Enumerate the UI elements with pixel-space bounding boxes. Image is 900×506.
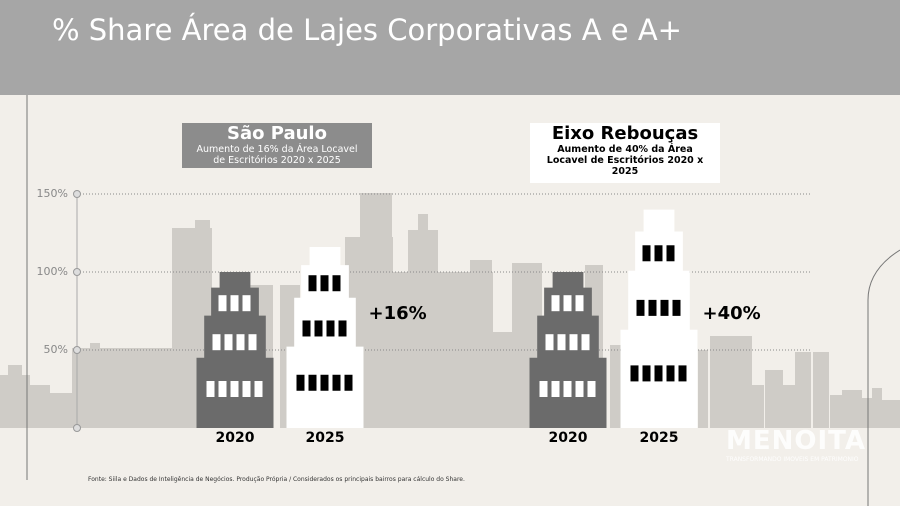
title: % Share Área de Lajes Corporativas A e A… <box>52 13 682 47</box>
window <box>545 334 554 351</box>
x-tick-label: 2025 <box>306 430 345 446</box>
group-title: São Paulo <box>227 123 327 144</box>
window <box>575 381 584 397</box>
window <box>230 381 239 397</box>
window <box>296 374 305 391</box>
window <box>212 334 221 351</box>
window <box>551 381 560 397</box>
tick-dot <box>73 190 81 198</box>
x-tick-label: 2020 <box>549 430 588 446</box>
window <box>320 374 329 391</box>
window <box>218 381 227 397</box>
window <box>557 334 566 351</box>
window <box>666 245 675 262</box>
window <box>224 334 233 351</box>
window <box>587 381 596 397</box>
bar <box>286 247 364 428</box>
source: Fonte: Siila e Dados de Inteligência de … <box>88 476 465 483</box>
window <box>218 295 227 312</box>
window <box>236 334 245 351</box>
window <box>642 365 651 382</box>
window <box>636 299 645 316</box>
window <box>242 381 251 397</box>
y-tick-label: 50% <box>44 343 68 356</box>
window <box>332 374 341 391</box>
group-subtitle: Aumento de 40% da Área Locavel de Escrit… <box>546 144 704 177</box>
x-tick-label: 2025 <box>640 430 679 446</box>
window <box>206 381 215 397</box>
annotation: +40% <box>703 303 761 324</box>
window <box>569 334 578 351</box>
annotation: +16% <box>369 303 427 324</box>
window <box>314 320 323 337</box>
window <box>666 365 675 382</box>
bar <box>620 209 698 428</box>
window <box>654 365 663 382</box>
window <box>326 320 335 337</box>
window <box>563 381 572 397</box>
window <box>551 295 560 312</box>
group-box: Eixo Rebouças Aumento de 40% da Área Loc… <box>530 123 720 183</box>
window <box>575 295 584 312</box>
axis-dot <box>73 424 81 432</box>
window <box>563 295 572 312</box>
window <box>320 275 329 292</box>
group-subtitle: Aumento de 16% da Área Locavel de Escrit… <box>196 144 358 166</box>
window <box>539 381 548 397</box>
brand: MENOITA TRANSFORMANDO IMÓVEIS EM PATRIMÔ… <box>726 426 866 463</box>
group-title: Eixo Rebouças <box>551 123 699 144</box>
window <box>302 320 311 337</box>
window <box>230 295 239 312</box>
window <box>344 374 353 391</box>
window <box>308 275 317 292</box>
bar <box>196 272 274 428</box>
tick-dot <box>73 346 81 354</box>
window <box>654 245 663 262</box>
bar <box>529 272 607 428</box>
brand-tagline: TRANSFORMANDO IMÓVEIS EM PATRIMÔNIO <box>726 456 859 463</box>
window <box>660 299 669 316</box>
window <box>630 365 639 382</box>
y-tick-label: 150% <box>37 187 68 200</box>
header: % Share Área de Lajes Corporativas A e A… <box>0 0 900 95</box>
x-tick-label: 2020 <box>216 430 255 446</box>
window <box>642 245 651 262</box>
window <box>581 334 590 351</box>
decor-line <box>867 249 900 506</box>
window <box>308 374 317 391</box>
window <box>648 299 657 316</box>
skyline <box>0 193 900 428</box>
window <box>338 320 347 337</box>
group-box: São Paulo Aumento de 16% da Área Locavel… <box>182 123 372 168</box>
brand-name: MENOITA <box>726 426 867 456</box>
tick-dot <box>73 268 81 276</box>
y-tick-label: 100% <box>37 265 68 278</box>
window <box>242 295 251 312</box>
window <box>678 365 687 382</box>
window <box>248 334 257 351</box>
window <box>332 275 341 292</box>
window <box>254 381 263 397</box>
window <box>672 299 681 316</box>
